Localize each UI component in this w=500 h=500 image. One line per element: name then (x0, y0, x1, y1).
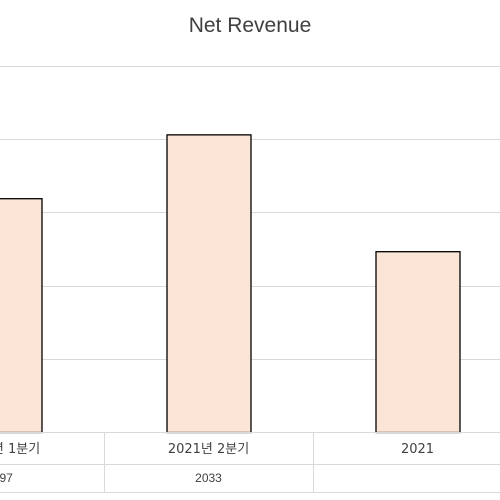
bar (0, 198, 43, 434)
table-value-label: 2033 (195, 471, 222, 485)
table-value-label: 1597 (0, 471, 13, 485)
bar (375, 251, 461, 434)
chart-title: Net Revenue (188, 14, 312, 37)
bar (166, 134, 252, 434)
x-tick-label: 2021 (401, 442, 434, 457)
x-tick-label: 2021년 1분기 (0, 442, 40, 457)
x-tick-label: 2021년 2분기 (168, 442, 249, 457)
